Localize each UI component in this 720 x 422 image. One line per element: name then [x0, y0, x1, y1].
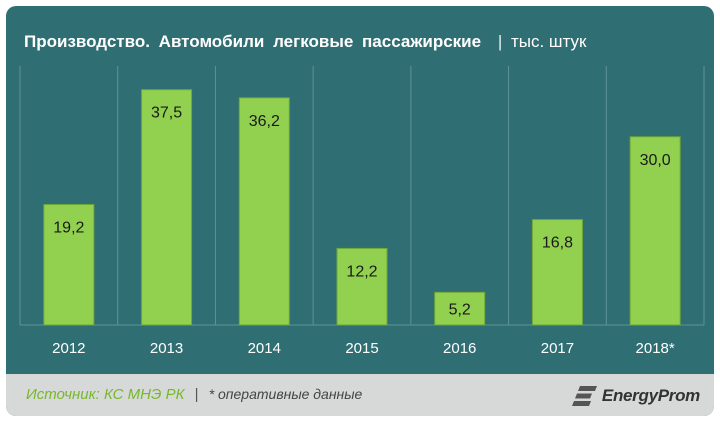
bar-2014	[238, 97, 290, 326]
x-tick-label: 2015	[345, 340, 378, 357]
x-tick-label: 2012	[52, 340, 85, 357]
title-separator: |	[497, 32, 503, 51]
bar-2012	[43, 204, 95, 326]
source-text: Источник: КС МНЭ РК	[26, 386, 185, 403]
bar-chart: 19,2 37,5 36,2 12,2 5,2 16,8 30,0 2012 2013 2014…	[19, 66, 705, 357]
footer-separator: |	[194, 386, 199, 403]
chart-card: Производство. Автомобили легковые пассаж…	[6, 6, 714, 416]
energyprom-logo: EnergyProm	[571, 383, 700, 409]
x-tick-label: 2017	[541, 340, 574, 357]
footnote-text: * оперативные данные	[208, 386, 363, 402]
bars	[43, 89, 681, 326]
value-label: 36,2	[249, 113, 280, 130]
bar-2018	[629, 136, 681, 326]
value-label: 37,5	[151, 105, 182, 122]
value-label: 16,8	[542, 235, 573, 252]
bar-2015	[336, 247, 388, 326]
bar-2016	[434, 291, 486, 326]
footer: Источник: КС МНЭ РК | * оперативные данн…	[6, 374, 714, 416]
x-tick-label: 2014	[248, 340, 281, 357]
value-label: 5,2	[449, 302, 471, 319]
x-tick-label: 2018*	[636, 340, 675, 357]
x-tick-labels: 2012 2013 2014 2015 2016 2017 2018*	[52, 340, 675, 357]
value-labels: 19,2 37,5 36,2 12,2 5,2 16,8 30,0	[53, 105, 671, 319]
x-tick-label: 2016	[443, 340, 476, 357]
value-label: 12,2	[346, 263, 377, 280]
x-tick-label: 2013	[150, 340, 183, 357]
value-label: 30,0	[640, 152, 671, 169]
logo-mark-icon	[571, 386, 597, 406]
source-line: Источник: КС МНЭ РК | * оперативные данн…	[26, 386, 362, 403]
value-label: 19,2	[53, 220, 84, 237]
bar-2013	[141, 89, 193, 326]
chart-title: Производство. Автомобили легковые пассаж…	[24, 32, 587, 52]
bar-2017	[531, 219, 583, 326]
chart-unit: тыс. штук	[510, 32, 587, 51]
chart-title-text: Производство. Автомобили легковые пассаж…	[24, 32, 482, 51]
logo-text: EnergyProm	[601, 386, 700, 405]
